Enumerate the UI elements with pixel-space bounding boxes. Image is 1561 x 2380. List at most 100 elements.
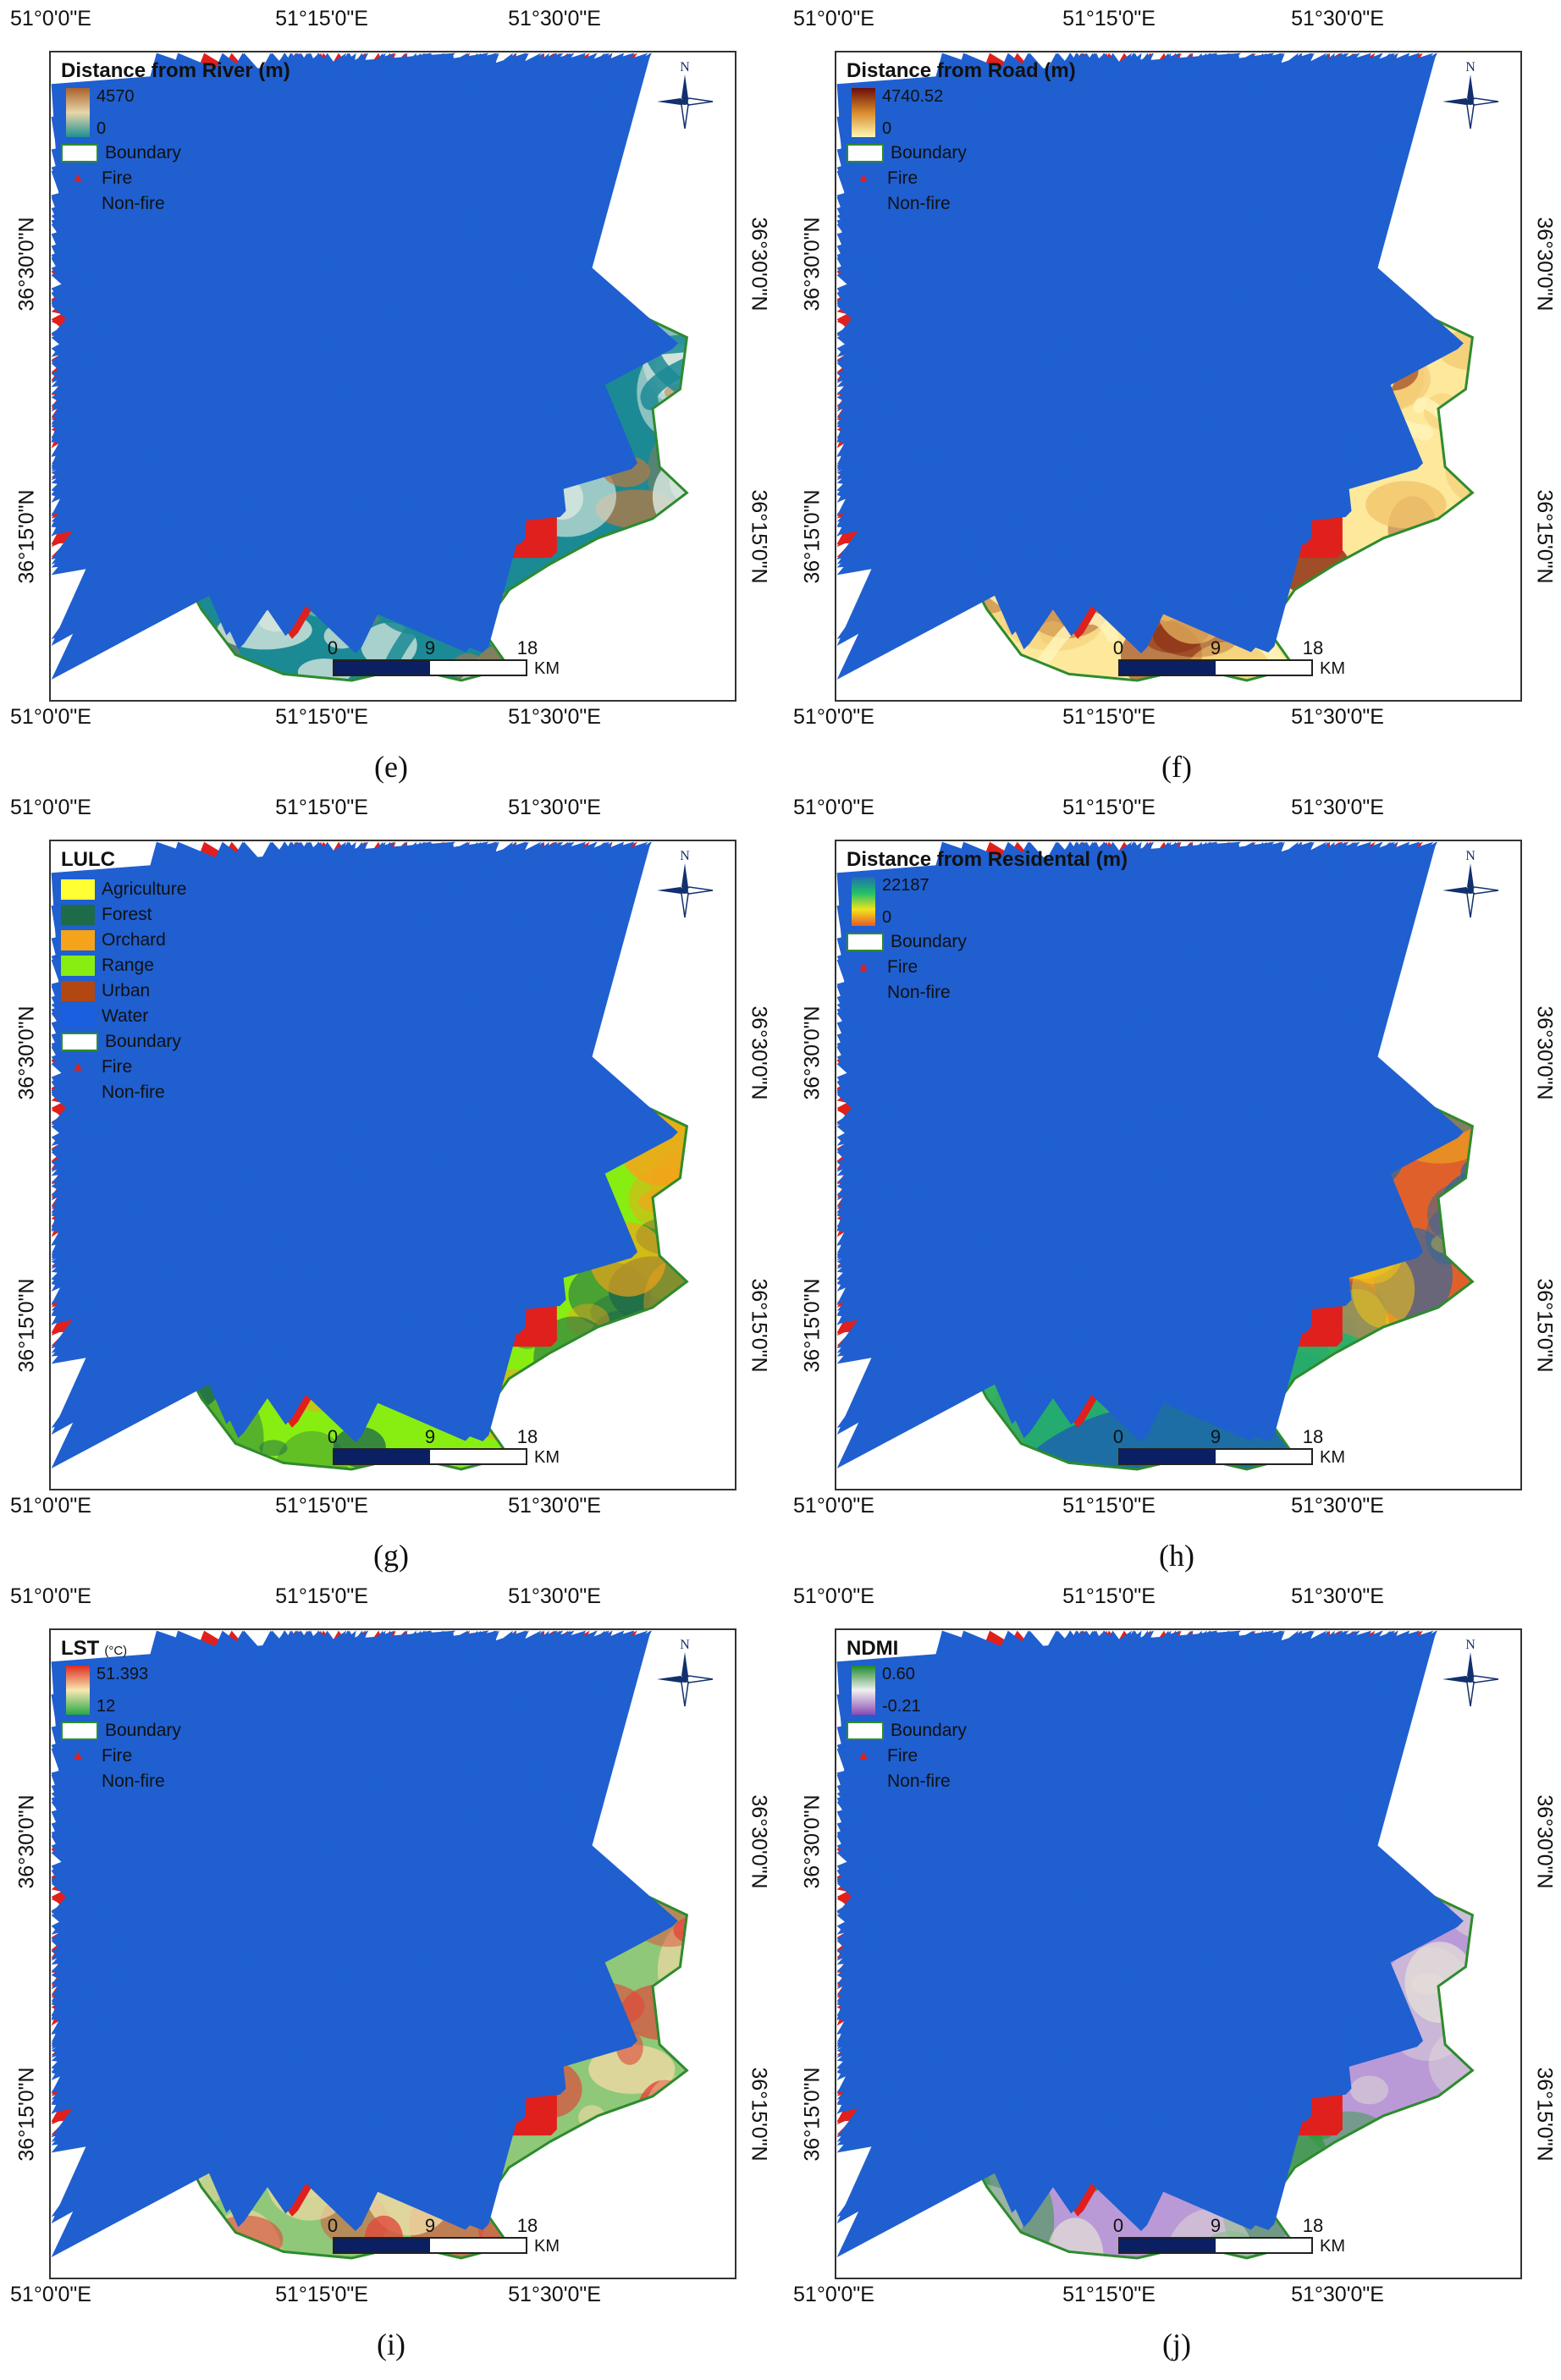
raster-patch	[1432, 1428, 1473, 1470]
compass-north-needle	[681, 1652, 688, 1679]
latitude-label-left: 36°15'0"N	[800, 2067, 825, 2162]
legend-nonfire-item: ▲ Non-fire	[847, 980, 1128, 1005]
nonfire-triangle-icon: ▲	[71, 1085, 85, 1099]
lulc-class-label: Orchard	[102, 930, 166, 950]
legend-title-text: LULC	[61, 848, 115, 871]
longitude-label-bottom: 51°30'0"E	[1291, 2283, 1384, 2306]
legend-boundary-label: Boundary	[891, 1721, 967, 1740]
lulc-swatch	[61, 956, 95, 976]
scale-tick-label: 9	[424, 2215, 436, 2236]
compass-rose-icon: N	[1442, 1638, 1499, 1707]
scale-bar-labels: 0 9 18	[1113, 637, 1323, 659]
legend-color-ramp: 4740.52 0	[847, 88, 1076, 137]
longitude-label-bottom: 51°15'0"E	[1062, 1494, 1156, 1518]
longitude-label-top: 51°15'0"E	[1062, 7, 1156, 30]
map-canvas	[51, 52, 689, 682]
lulc-class-label: Range	[102, 956, 154, 975]
compass-label: N	[1465, 1638, 1476, 1652]
compass-label: N	[680, 60, 690, 74]
longitude-label-top: 51°15'0"E	[1062, 1584, 1156, 1608]
map-legend: Distance from Residental (m) 22187 0 Bounda…	[847, 848, 1128, 1005]
raster-patch	[1413, 961, 1473, 1061]
scale-tick-label: 18	[516, 1426, 538, 1447]
longitude-label-top: 51°30'0"E	[1291, 7, 1384, 30]
scale-unit: KM	[534, 2237, 560, 2256]
north-arrow: N	[1439, 1637, 1502, 1713]
sample-points	[51, 52, 678, 680]
color-ramp-labels: 4570 0	[97, 88, 135, 137]
lulc-class-item: Urban	[61, 978, 186, 1004]
lulc-class-item: Range	[61, 953, 186, 978]
longitude-label-bottom: 51°0'0"E	[10, 705, 91, 729]
compass-west-needle	[657, 1676, 685, 1683]
panel-caption: (g)	[373, 1539, 409, 1573]
scale-segment-filled	[1120, 661, 1216, 675]
raster-patch	[1365, 481, 1447, 529]
scale-tick-label: 0	[327, 637, 339, 658]
scale-unit: KM	[534, 659, 560, 678]
ramp-max-label: 0.60	[882, 1665, 915, 1683]
nonfire-triangle-icon: ▲	[71, 196, 85, 211]
map-legend: Distance from Road (m) 4740.52 0 Boundary ▲ F…	[847, 59, 1076, 217]
longitude-label-top: 51°0'0"E	[793, 796, 874, 819]
raster-patch	[1328, 584, 1390, 639]
raster-patch	[1460, 1160, 1473, 1188]
longitude-label-top: 51°15'0"E	[1062, 796, 1156, 819]
legend-nonfire-item: ▲ Non-fire	[61, 1080, 186, 1105]
boundary-swatch	[61, 144, 98, 163]
legend-fire-label: Fire	[102, 1057, 133, 1077]
lulc-swatch	[61, 905, 95, 925]
latitude-label-right: 36°30'0"N	[1532, 1005, 1557, 1101]
panel-caption: (e)	[374, 750, 408, 784]
scale-segment-empty	[1216, 661, 1311, 675]
fire-triangle-icon: ▲	[71, 1749, 85, 1763]
boundary-swatch	[847, 144, 884, 163]
raster-patch	[1464, 262, 1473, 295]
map-panel-j: 51°0'0"E 51°0'0"E 51°15'0"E 51°15'0"E 51°30'…	[0, 1578, 1561, 2365]
color-ramp-bar	[66, 1666, 90, 1715]
longitude-label-bottom: 51°15'0"E	[1062, 2283, 1156, 2306]
scale-segment-empty	[430, 2239, 526, 2252]
nonfire-triangle-icon: ▲	[857, 196, 870, 211]
legend-boundary-item: Boundary	[847, 929, 1128, 955]
legend-title: Distance from Residental (m)	[847, 848, 1128, 872]
ramp-min-label: 0	[882, 908, 892, 927]
fire-triangle-icon: ▲	[71, 1060, 85, 1074]
panel-caption: (f)	[1161, 750, 1192, 784]
map-legend: LST (°C) 51.393 12 Boundary ▲ Fire ▲ Non-fire	[61, 1637, 181, 1794]
map-panel-h: 51°0'0"E 51°0'0"E 51°15'0"E 51°15'0"E 51°30'…	[0, 789, 1561, 1576]
map-frame: NDMI 0.60 -0.21 Boundary ▲ Fire ▲ Non-fire N 0 9 18…	[835, 1628, 1522, 2279]
compass-center	[1467, 1676, 1474, 1683]
boundary-swatch	[61, 1722, 98, 1740]
scale-bar-labels: 0 9 18	[328, 1426, 538, 1448]
longitude-label-top: 51°15'0"E	[275, 7, 368, 30]
raster-patch	[1409, 546, 1461, 574]
longitude-label-top: 51°0'0"E	[10, 7, 91, 30]
map-legend: NDMI 0.60 -0.21 Boundary ▲ Fire ▲ Non-fire	[847, 1637, 967, 1794]
raster-patch	[1456, 1997, 1473, 2048]
map-canvas	[51, 1630, 689, 2260]
raster-patch	[1165, 2208, 1255, 2259]
nonfire-point	[836, 841, 1273, 1278]
raster-patch	[1379, 2168, 1422, 2197]
color-ramp-labels: 0.60 -0.21	[882, 1666, 921, 1715]
legend-title-text: NDMI	[847, 1637, 899, 1660]
raster-patch	[1495, 2054, 1520, 2065]
longitude-label-top: 51°30'0"E	[1291, 796, 1384, 819]
legend-boundary-label: Boundary	[891, 143, 967, 163]
raster-patch	[1397, 647, 1473, 681]
latitude-label-right: 36°30'0"N	[1532, 1794, 1557, 1890]
scale-tick-label: 0	[1112, 637, 1124, 658]
raster-patch	[259, 1440, 288, 1457]
raster-patch	[1479, 1747, 1520, 1821]
scale-segment-filled	[334, 1450, 430, 1463]
legend-title: Distance from River (m)	[61, 59, 290, 83]
legend-nonfire-label: Non-fire	[887, 983, 951, 1002]
raster-patch	[1402, 2168, 1435, 2205]
raster-patch	[1333, 658, 1423, 681]
fire-triangle-icon: ▲	[857, 1749, 870, 1763]
legend-fire-label: Fire	[887, 1746, 918, 1766]
raster-patch	[1343, 2181, 1411, 2234]
legend-fire-item: ▲ Fire	[847, 955, 1128, 980]
